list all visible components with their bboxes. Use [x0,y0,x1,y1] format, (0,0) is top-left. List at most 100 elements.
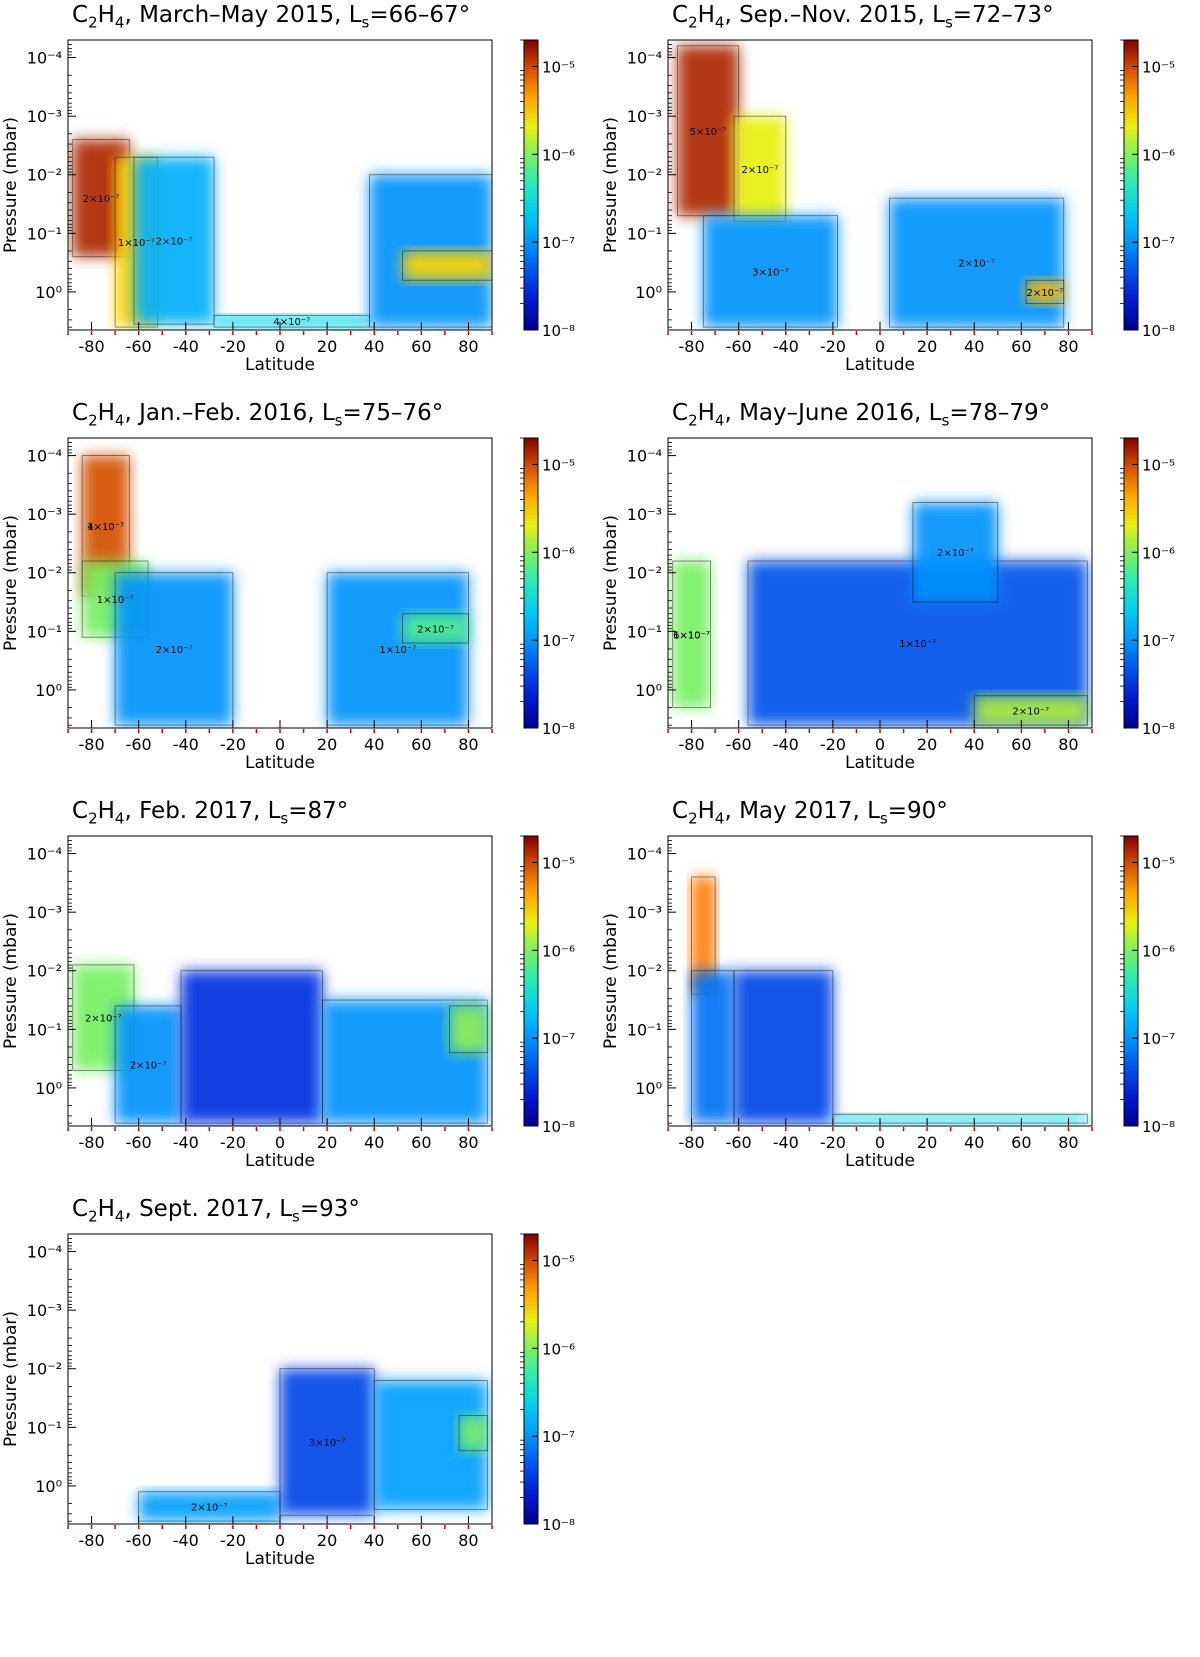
x-tick-label: -40 [173,337,199,356]
y-tick-label: 10⁻¹ [27,1020,62,1039]
data-region [733,116,786,222]
contour-label: 1×10⁻⁷ [379,645,416,656]
contour-line [458,1415,488,1452]
colorbar-tick-label: 10⁻⁵ [542,854,575,872]
y-tick-label: 10⁻⁴ [627,845,662,864]
x-tick-label: 80 [1058,735,1078,754]
data-region [912,502,998,603]
colorbar [523,437,539,729]
x-tick-label: 20 [917,735,937,754]
title-text: , May 2017, L [724,798,880,824]
title-text: , Jan.–Feb. 2016, L [124,400,335,426]
x-tick-label: -60 [126,337,152,356]
y-tick-label: 10⁻³ [27,903,62,922]
x-tick-label: -60 [126,735,152,754]
x-tick-label: 40 [364,1133,384,1152]
x-tick-label: -20 [820,337,846,356]
contour-label: 2×10⁻⁷ [130,1060,167,1071]
chart-panel: C2H4, Sept. 2017, Ls=93° 2×10⁻⁷ 3×10⁻⁷ -80 -… [0,1194,600,1592]
title-text: , Sep.–Nov. 2015, L [724,2,945,28]
contour-label: 2×10⁻⁷ [156,237,193,248]
x-axis-label: Latitude [245,753,315,773]
colorbar-tick-label: 10⁻⁸ [542,720,575,738]
y-tick-label: 10⁰ [35,1477,62,1496]
contour-label: 2×10⁻⁷ [417,624,454,635]
x-tick-label: -80 [678,337,704,356]
y-tick-label: 10⁻¹ [27,622,62,641]
data-region [138,1491,280,1522]
colorbar-tick-label: 10⁻⁸ [542,1516,575,1534]
x-tick-label: -80 [678,735,704,754]
contour-line [733,970,834,1124]
panel-title: C2H4, March–May 2015, Ls=66–67° [72,2,470,32]
data-field: 1×10⁻⁷1×10⁻⁷2×10⁻⁷ 1×10⁻⁷2×10⁻⁷4×10⁻⁷ [81,455,469,726]
contour-line [402,250,492,281]
x-tick-label: 20 [917,1133,937,1152]
data-region [459,1415,488,1451]
chart-panel: C2H4, Feb. 2017, Ls=87° 2×10⁻⁷ 2×10⁻⁷ -80 -6… [0,796,600,1194]
title-text: =75–76° [342,400,444,426]
y-axis-label: Pressure (mbar) [1,913,21,1049]
x-tick-label: 80 [458,735,478,754]
colorbar-tick-label: 10⁻⁷ [542,632,575,650]
title-subscript: s [941,411,950,430]
title-text: C [72,798,89,824]
x-tick-label: 80 [458,337,478,356]
colorbar [523,39,539,331]
contour-label: 1×10⁻⁷ [97,595,134,606]
data-region [1026,280,1064,304]
y-tick-label: 10⁻³ [627,107,662,126]
data-region [449,1005,488,1053]
colorbar-tick-label: 10⁻⁶ [1142,544,1175,562]
x-tick-label: 40 [364,735,384,754]
data-region [402,250,492,281]
title-text: =72–73° [952,2,1054,28]
contour-line [1025,279,1065,305]
x-axis-label: Latitude [245,1549,315,1569]
y-tick-label: 10⁰ [35,681,62,700]
colorbar-tick-label: 10⁻⁵ [542,456,575,474]
colorbar-tick-label: 10⁻⁷ [1142,234,1175,252]
heatmap-svg: 1×10⁻⁷1×10⁻⁷2×10⁻⁷ 1×10⁻⁷2×10⁻⁷4×10⁻⁷-80-… [1,437,575,773]
title-subscript: 4 [114,809,125,828]
title-text: H [97,1196,115,1222]
data-region [703,215,838,328]
x-axis-label: Latitude [245,355,315,375]
contour-line [321,999,488,1124]
colorbar-tick-label: 10⁻⁵ [542,58,575,76]
x-tick-label: 20 [317,337,337,356]
y-axis-label: Pressure (mbar) [1,1311,21,1447]
x-tick-label: 0 [275,337,285,356]
data-region [733,970,833,1124]
data-field: 2×10⁻⁷1×10⁻⁷ 2×10⁻⁷4×10⁻⁷ [72,139,492,328]
contour-label: 2×10⁻⁷ [85,1014,122,1025]
title-text: C [72,2,89,28]
data-region [889,198,1064,328]
colorbar-tick-label: 10⁻⁷ [1142,1030,1175,1048]
title-text: C [72,1196,89,1222]
title-text: C [672,798,689,824]
contour-label: 1×10⁻⁷ [118,238,155,249]
y-tick-label: 10⁻² [27,166,62,185]
colorbar-tick-label: 10⁻⁶ [1142,942,1175,960]
title-subscript: 2 [688,13,698,32]
y-tick-label: 10⁻¹ [27,224,62,243]
chart-panel: C2H4, May–June 2016, Ls=78–79° 1×10⁻⁷ 1×10… [600,398,1200,796]
colorbar-tick-label: 10⁻⁷ [542,1428,575,1446]
title-subscript: 4 [714,411,725,430]
data-field: 2×10⁻⁷ 2×10⁻⁷ [72,964,488,1124]
title-text: =87° [288,798,349,824]
contour-label: 2×10⁻⁷ [937,548,974,559]
heatmap-svg: 5×10⁻⁷ 2×10⁻⁷ 3×10⁻⁷ 2×10⁻⁷ 2×10⁻⁷ -80 -60 -40 -… [601,39,1175,375]
x-tick-label: 60 [411,337,431,356]
x-tick-label: -20 [220,1133,246,1152]
x-tick-label: 0 [875,1133,885,1152]
data-region [214,315,370,328]
colorbar-tick-label: 10⁻⁵ [1142,456,1175,474]
x-tick-label: -40 [173,1531,199,1550]
colorbar-tick-label: 10⁻⁸ [1142,1118,1175,1136]
x-tick-label: 20 [317,1531,337,1550]
title-text: H [97,798,115,824]
panel-title: C2H4, Sept. 2017, Ls=93° [72,1196,360,1226]
